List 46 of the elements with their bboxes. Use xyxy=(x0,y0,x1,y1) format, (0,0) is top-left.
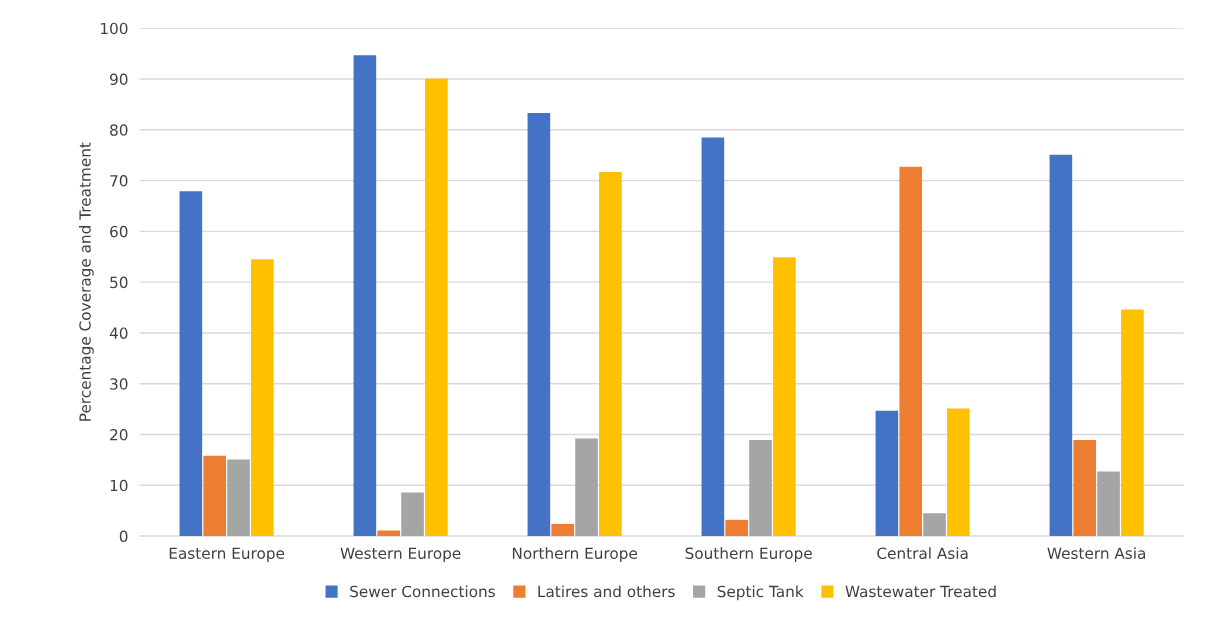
legend-label: Wastewater Treated xyxy=(845,585,996,598)
bar xyxy=(725,519,749,537)
y-tick-label: 100 xyxy=(101,22,128,35)
y-tick-label: 90 xyxy=(110,73,128,86)
x-tick-label: Western Europe xyxy=(340,547,461,562)
bar xyxy=(377,530,401,537)
bar xyxy=(947,408,970,537)
bar xyxy=(875,410,899,537)
bar xyxy=(1121,309,1144,537)
bar xyxy=(401,492,424,537)
bar xyxy=(251,259,274,537)
legend-label: Septic Tank xyxy=(717,585,804,601)
x-tick-label: Southern Europe xyxy=(685,547,812,562)
bar xyxy=(599,171,622,537)
y-tick-label: 40 xyxy=(109,327,128,339)
y-tick-label: 80 xyxy=(110,124,128,136)
y-tick-label: 10 xyxy=(110,479,128,492)
x-tick-label: Northern Europe xyxy=(512,547,638,562)
y-tick-label: 60 xyxy=(110,225,128,238)
bar xyxy=(425,78,448,537)
x-tick-label: Western Asia xyxy=(1047,547,1146,560)
bar xyxy=(923,513,946,537)
bar xyxy=(575,438,598,537)
bar xyxy=(227,459,250,537)
bar xyxy=(749,440,772,537)
x-tick-label: Eastern Europe xyxy=(169,547,285,562)
bar xyxy=(701,137,725,537)
bar xyxy=(353,55,377,537)
bar xyxy=(179,191,203,537)
legend-label: Sewer Connections xyxy=(350,585,495,598)
bar xyxy=(1097,471,1120,537)
x-tick-label: Central Asia xyxy=(877,547,968,560)
bar xyxy=(899,166,923,537)
bar xyxy=(1073,440,1097,537)
legend-label: Latires and others xyxy=(538,585,675,598)
bar xyxy=(1049,154,1073,537)
y-axis-title: Percentage Coverage and Treatment xyxy=(79,142,94,421)
bar xyxy=(527,113,551,537)
bar xyxy=(773,257,796,537)
y-tick-label: 70 xyxy=(110,175,128,187)
bar xyxy=(551,523,575,537)
y-tick-label: 30 xyxy=(110,378,128,390)
bar xyxy=(203,455,226,537)
y-tick-label: 50 xyxy=(110,276,128,289)
y-tick-label: 20 xyxy=(110,428,128,441)
y-tick-label: 0 xyxy=(119,530,128,543)
